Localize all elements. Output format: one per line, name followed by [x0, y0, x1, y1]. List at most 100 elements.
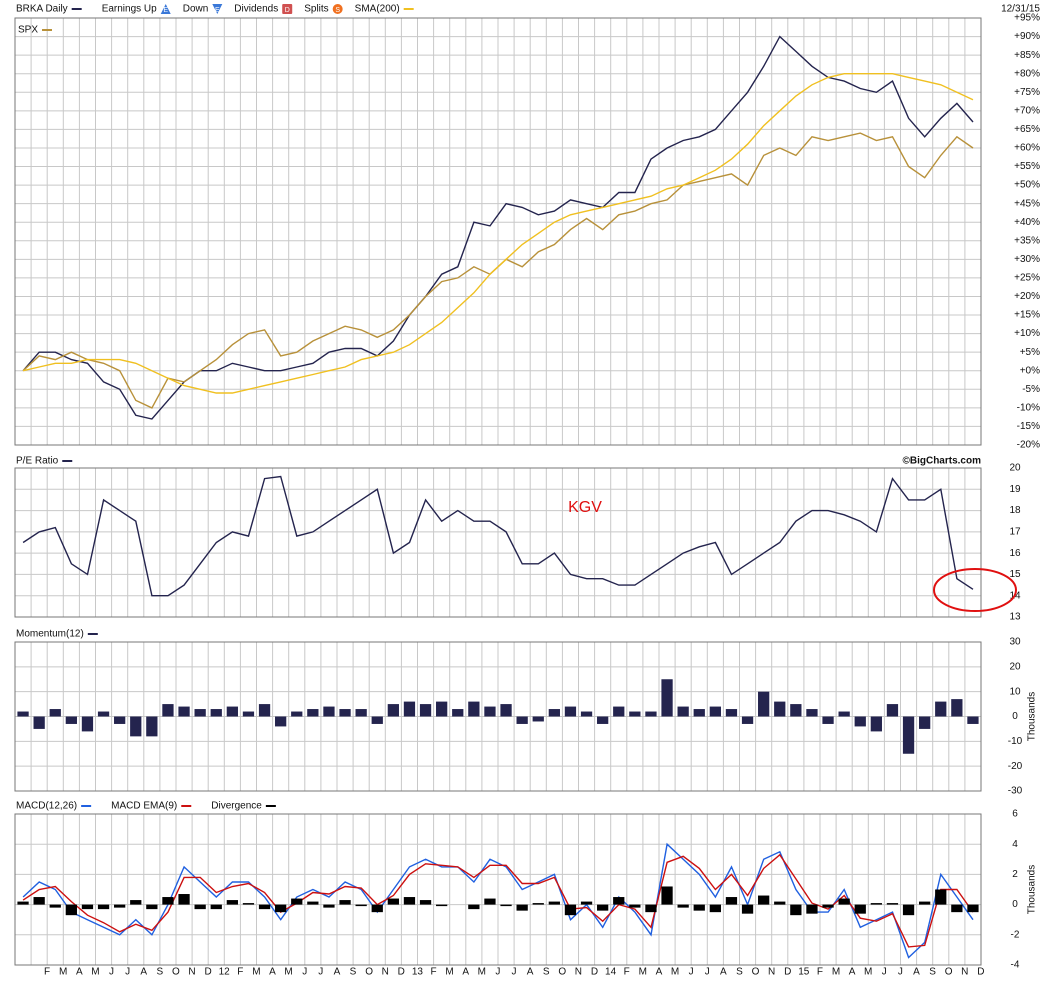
bar — [564, 904, 577, 916]
bar — [902, 716, 915, 754]
y-tick-label: 2 — [1012, 869, 1018, 880]
bar — [790, 704, 802, 717]
y-tick-label: 4 — [1012, 839, 1018, 850]
x-tick-label: A — [269, 967, 276, 978]
bar — [323, 904, 335, 908]
bar — [854, 716, 866, 727]
y-tick-label: -20% — [1017, 440, 1040, 451]
x-tick-label: A — [76, 967, 83, 978]
bar — [774, 901, 786, 905]
bar — [902, 904, 915, 916]
bar — [774, 701, 786, 717]
x-tick-label: A — [527, 967, 534, 978]
y-tick-label: +40% — [1014, 217, 1040, 228]
bar — [838, 898, 850, 905]
bar — [371, 904, 383, 913]
y-tick-label: -5% — [1022, 384, 1040, 395]
y-tick-label: +30% — [1014, 254, 1040, 265]
bar — [436, 904, 448, 907]
x-tick-label: D — [591, 967, 598, 978]
x-tick-label: 12 — [219, 967, 231, 978]
panel-frame — [14, 813, 982, 966]
bar — [387, 704, 399, 717]
x-tick-label: S — [543, 967, 550, 978]
bar — [49, 709, 61, 717]
bar — [258, 904, 271, 910]
bar — [516, 904, 528, 911]
series-line — [22, 475, 974, 597]
x-tick-label: M — [252, 967, 260, 978]
event-icon-symbol: E — [215, 7, 220, 14]
bar — [403, 897, 416, 905]
x-tick-label: A — [334, 967, 341, 978]
x-tick-label: M — [478, 967, 486, 978]
x-tick-label: J — [705, 967, 710, 978]
bar — [629, 711, 641, 717]
x-tick-label: A — [720, 967, 727, 978]
bar — [387, 898, 399, 905]
x-tick-label: J — [495, 967, 500, 978]
x-tick-label: S — [736, 967, 743, 978]
bar — [870, 903, 882, 905]
x-tick-label: M — [91, 967, 99, 978]
x-tick-label: O — [558, 967, 566, 978]
bar — [436, 701, 448, 717]
bar — [741, 716, 754, 724]
bar — [613, 897, 625, 905]
bar — [146, 904, 158, 910]
panel-frame — [14, 17, 982, 446]
x-tick-label: O — [172, 967, 180, 978]
y-tick-label: 6 — [1012, 809, 1018, 820]
y-tick-label: +5% — [1020, 347, 1040, 358]
bar — [419, 704, 432, 717]
date-label: 12/31/15 — [1001, 4, 1040, 15]
x-tick-label: F — [44, 967, 50, 978]
legend-label: Momentum(12) — [16, 629, 84, 640]
bar — [275, 716, 287, 727]
bar — [130, 716, 142, 737]
bar — [242, 711, 255, 717]
x-tick-label: N — [961, 967, 968, 978]
bar — [162, 704, 174, 717]
x-tick-label: 15 — [798, 967, 810, 978]
bar — [564, 706, 577, 717]
x-tick-label: D — [784, 967, 791, 978]
bar — [548, 709, 560, 717]
x-tick-label: N — [575, 967, 582, 978]
bar — [967, 716, 979, 724]
bar — [97, 711, 110, 717]
x-tick-label: J — [302, 967, 307, 978]
bar — [371, 716, 383, 724]
legend-event-label: Splits — [304, 4, 328, 15]
bar — [935, 889, 947, 905]
bar — [468, 701, 480, 717]
x-tick-label: A — [913, 967, 920, 978]
bar — [162, 897, 174, 905]
event-icon — [212, 4, 223, 14]
y-tick-label: +0% — [1020, 365, 1040, 376]
x-tick-label: A — [462, 967, 469, 978]
y-tick-label: +95% — [1014, 13, 1040, 24]
legend-label: SMA(200) — [355, 4, 400, 15]
x-tick-label: M — [639, 967, 647, 978]
bar — [967, 904, 979, 913]
y-tick-label: 10 — [1009, 686, 1021, 697]
bar — [146, 716, 158, 737]
bar — [275, 904, 287, 913]
bar — [597, 716, 609, 724]
y-tick-label: +15% — [1014, 310, 1040, 321]
panel-frame — [14, 467, 982, 618]
y-tick-label: -15% — [1017, 421, 1040, 432]
bar — [613, 706, 625, 717]
x-tick-label: S — [929, 967, 936, 978]
bar — [210, 709, 222, 717]
bar — [130, 900, 142, 905]
x-tick-label: A — [140, 967, 147, 978]
legend-event-label: Down — [183, 4, 209, 15]
legend-label: SPX — [18, 25, 38, 36]
y-tick-label: -20 — [1008, 761, 1023, 772]
bar — [709, 904, 721, 913]
bar — [790, 904, 802, 916]
bar — [226, 900, 238, 905]
bar — [516, 716, 528, 724]
